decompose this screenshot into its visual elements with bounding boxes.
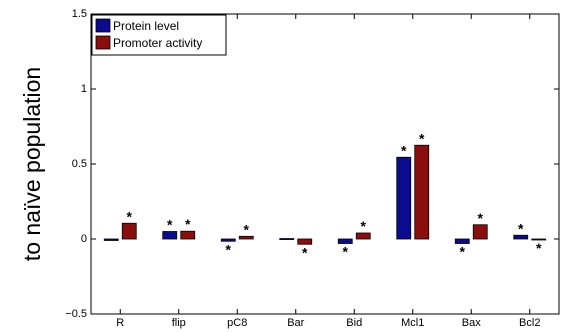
bar-protein bbox=[220, 238, 236, 242]
bar-protein bbox=[103, 238, 119, 241]
bar-protein bbox=[454, 238, 470, 244]
bar-protein bbox=[162, 231, 178, 240]
x-tick-label: flip bbox=[172, 317, 186, 329]
significance-star: * bbox=[244, 221, 250, 237]
significance-star: * bbox=[226, 241, 232, 257]
significance-star: * bbox=[167, 217, 173, 233]
bar-promoter bbox=[180, 230, 196, 240]
y-tick-label: 1 bbox=[81, 83, 87, 95]
legend-swatch bbox=[95, 35, 111, 50]
significance-star: * bbox=[478, 210, 484, 226]
x-tick-label: pC8 bbox=[227, 317, 247, 329]
y-tick-label: 1.5 bbox=[72, 8, 87, 20]
significance-star: * bbox=[127, 208, 133, 224]
bar-promoter bbox=[238, 235, 254, 240]
bar-promoter bbox=[297, 238, 313, 245]
x-tick-label: Bid bbox=[346, 317, 362, 329]
x-tick-label: Bax bbox=[462, 317, 481, 329]
legend-label: Promoter activity bbox=[113, 36, 202, 50]
x-tick-label: Mcl1 bbox=[401, 317, 424, 329]
bar-protein bbox=[513, 234, 529, 240]
bar-protein bbox=[396, 156, 412, 240]
significance-star: * bbox=[460, 244, 466, 260]
x-tick-label: Bar bbox=[287, 317, 304, 329]
significance-star: * bbox=[361, 218, 367, 234]
legend-box bbox=[91, 14, 227, 56]
significance-star: * bbox=[518, 220, 524, 236]
bar-promoter bbox=[414, 144, 430, 240]
legend: Protein level Promoter activity bbox=[91, 14, 227, 56]
significance-star: * bbox=[302, 244, 308, 260]
y-axis-label: to naïve population bbox=[19, 67, 45, 261]
bar-protein bbox=[337, 238, 353, 244]
bar-promoter bbox=[121, 222, 137, 240]
y-tick-label: −0.5 bbox=[65, 308, 87, 320]
legend-swatch bbox=[95, 18, 111, 33]
bars bbox=[103, 144, 547, 245]
significance-star: * bbox=[343, 244, 349, 260]
significance-star: * bbox=[401, 142, 407, 158]
significance-markers: * * * * * * * * * * * * * * bbox=[127, 130, 543, 260]
y-tick-label: 0.5 bbox=[72, 158, 87, 170]
y-tick-label: 0 bbox=[81, 233, 87, 245]
bar-protein bbox=[279, 238, 295, 240]
bar-promoter bbox=[472, 224, 488, 240]
x-tick-label: R bbox=[116, 317, 124, 329]
bar-promoter bbox=[355, 232, 371, 240]
significance-star: * bbox=[419, 130, 425, 146]
significance-star: * bbox=[536, 240, 542, 256]
plot-area-frame bbox=[90, 13, 560, 315]
significance-star: * bbox=[185, 216, 191, 232]
x-tick-label: Bcl2 bbox=[519, 317, 540, 329]
legend-label: Protein level bbox=[113, 19, 179, 33]
bar-promoter bbox=[531, 238, 547, 241]
